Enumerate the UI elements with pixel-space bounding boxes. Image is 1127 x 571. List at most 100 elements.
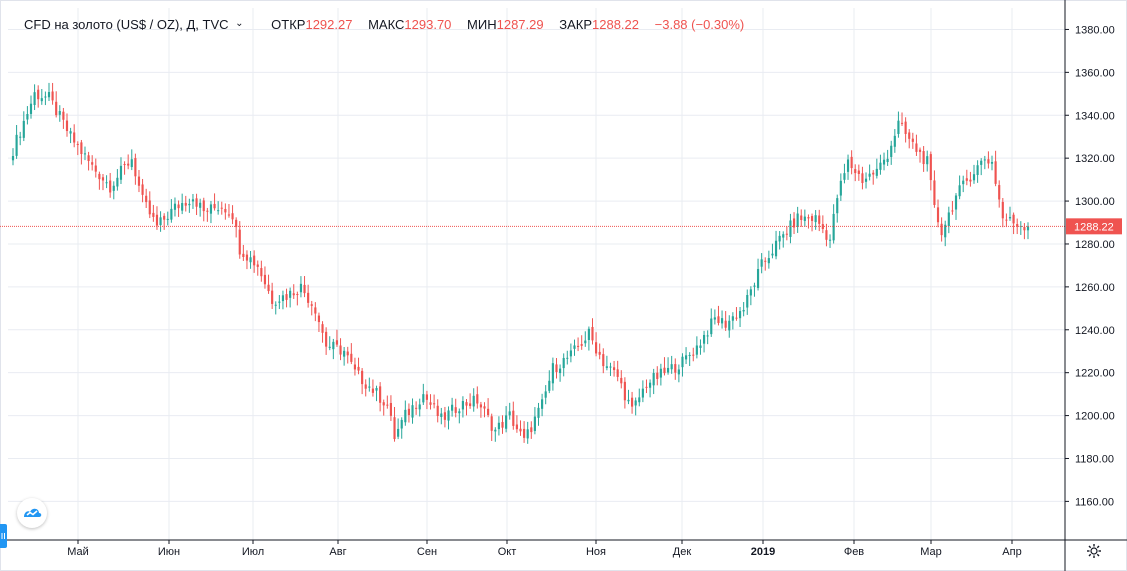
candle-body — [62, 111, 65, 120]
candle-body — [652, 373, 655, 386]
candle-body — [749, 289, 752, 296]
candle-body — [893, 135, 896, 147]
candle-body — [764, 260, 767, 262]
candle-body — [278, 301, 281, 303]
candle-body — [83, 153, 87, 155]
x-tick-label: 2019 — [751, 546, 775, 558]
candle-body — [634, 400, 637, 406]
candle-body — [217, 210, 220, 212]
candle-body — [328, 346, 331, 348]
candle-body — [728, 320, 731, 331]
candle-body — [692, 354, 695, 356]
candle-body — [65, 120, 69, 132]
candle-body — [674, 364, 677, 373]
candle-body — [807, 217, 810, 219]
symbol-title[interactable]: CFD на золото (US$ / OZ), Д, TVC — [24, 17, 229, 33]
y-tick-label: 1260.00 — [1075, 282, 1115, 294]
candle-body — [404, 409, 407, 423]
candle-body — [843, 173, 846, 180]
candle-body — [803, 216, 806, 221]
candle-body — [623, 381, 626, 401]
open-label: ОТКР — [271, 17, 306, 33]
candle-body — [620, 377, 623, 384]
candle-body — [242, 253, 245, 257]
candle-body — [584, 340, 587, 344]
candle-body — [389, 402, 393, 416]
candle-body — [976, 165, 979, 175]
candle-body — [738, 311, 742, 319]
candle-body — [22, 120, 25, 138]
candle-body — [915, 143, 918, 152]
candle-body — [231, 213, 234, 220]
tradingview-logo-icon[interactable] — [17, 498, 47, 528]
candle-body — [260, 268, 263, 277]
candle-body — [436, 405, 439, 416]
candle-body — [458, 411, 461, 414]
candle-body — [397, 428, 400, 437]
candle-body — [897, 120, 900, 134]
close-value: 1288.22 — [592, 17, 640, 33]
candle-body — [580, 344, 583, 346]
candle-body — [454, 407, 457, 413]
candle-body — [533, 416, 536, 431]
candle-body — [15, 134, 18, 156]
candle-body — [810, 216, 814, 221]
candle-body — [846, 159, 850, 172]
candle-body — [119, 165, 123, 180]
candle-body — [800, 215, 803, 220]
candle-body — [908, 132, 911, 139]
candle-body — [994, 161, 997, 184]
x-tick-label: Июн — [158, 546, 180, 558]
low-value: 1287.29 — [496, 17, 544, 33]
candle-body — [494, 429, 497, 432]
candle-body — [461, 401, 464, 410]
candle-body — [818, 215, 821, 224]
change-value: −3.88 (−0.30%) — [654, 17, 745, 33]
candle-body — [864, 178, 868, 182]
candle-body — [774, 240, 778, 257]
candle-body — [875, 168, 878, 176]
candle-body — [519, 428, 522, 432]
candle-body — [245, 254, 249, 261]
candle-body — [641, 388, 644, 398]
candle-body — [29, 103, 33, 114]
low-label: МИН — [467, 17, 497, 33]
candle-body — [285, 294, 288, 300]
candle-body — [91, 162, 94, 165]
candle-body — [980, 160, 983, 165]
high-value: 1293.70 — [404, 17, 452, 33]
candle-body — [411, 405, 414, 418]
candle-body — [163, 215, 166, 220]
candle-body — [717, 316, 720, 323]
candle-body — [112, 185, 115, 191]
candle-body — [699, 345, 702, 348]
price-tag-label: 1288.22 — [1074, 221, 1114, 233]
candle-body — [814, 215, 817, 223]
candle-body — [422, 394, 425, 403]
candle-body — [857, 170, 860, 174]
candle-body — [317, 315, 321, 323]
candle-body — [591, 326, 594, 341]
candle-body — [523, 428, 526, 438]
candle-body — [353, 364, 357, 370]
candle-body — [310, 304, 313, 306]
candle-body — [508, 411, 511, 416]
candle-body — [94, 165, 97, 172]
candle-body — [289, 290, 292, 298]
candle-body — [595, 342, 598, 354]
candles — [11, 82, 1030, 444]
candle-body — [710, 318, 713, 335]
drag-handle-icon[interactable] — [0, 524, 7, 548]
candle-body — [472, 395, 475, 407]
y-tick-label: 1280.00 — [1075, 239, 1115, 251]
candle-body — [918, 149, 922, 152]
candle-body — [638, 397, 641, 403]
gear-icon[interactable] — [1083, 540, 1105, 562]
candle-body — [872, 172, 875, 175]
candle-body — [51, 91, 54, 101]
chevron-down-icon[interactable]: ⌄ — [235, 18, 244, 30]
candle-body — [512, 410, 515, 426]
candle-body — [771, 253, 774, 256]
